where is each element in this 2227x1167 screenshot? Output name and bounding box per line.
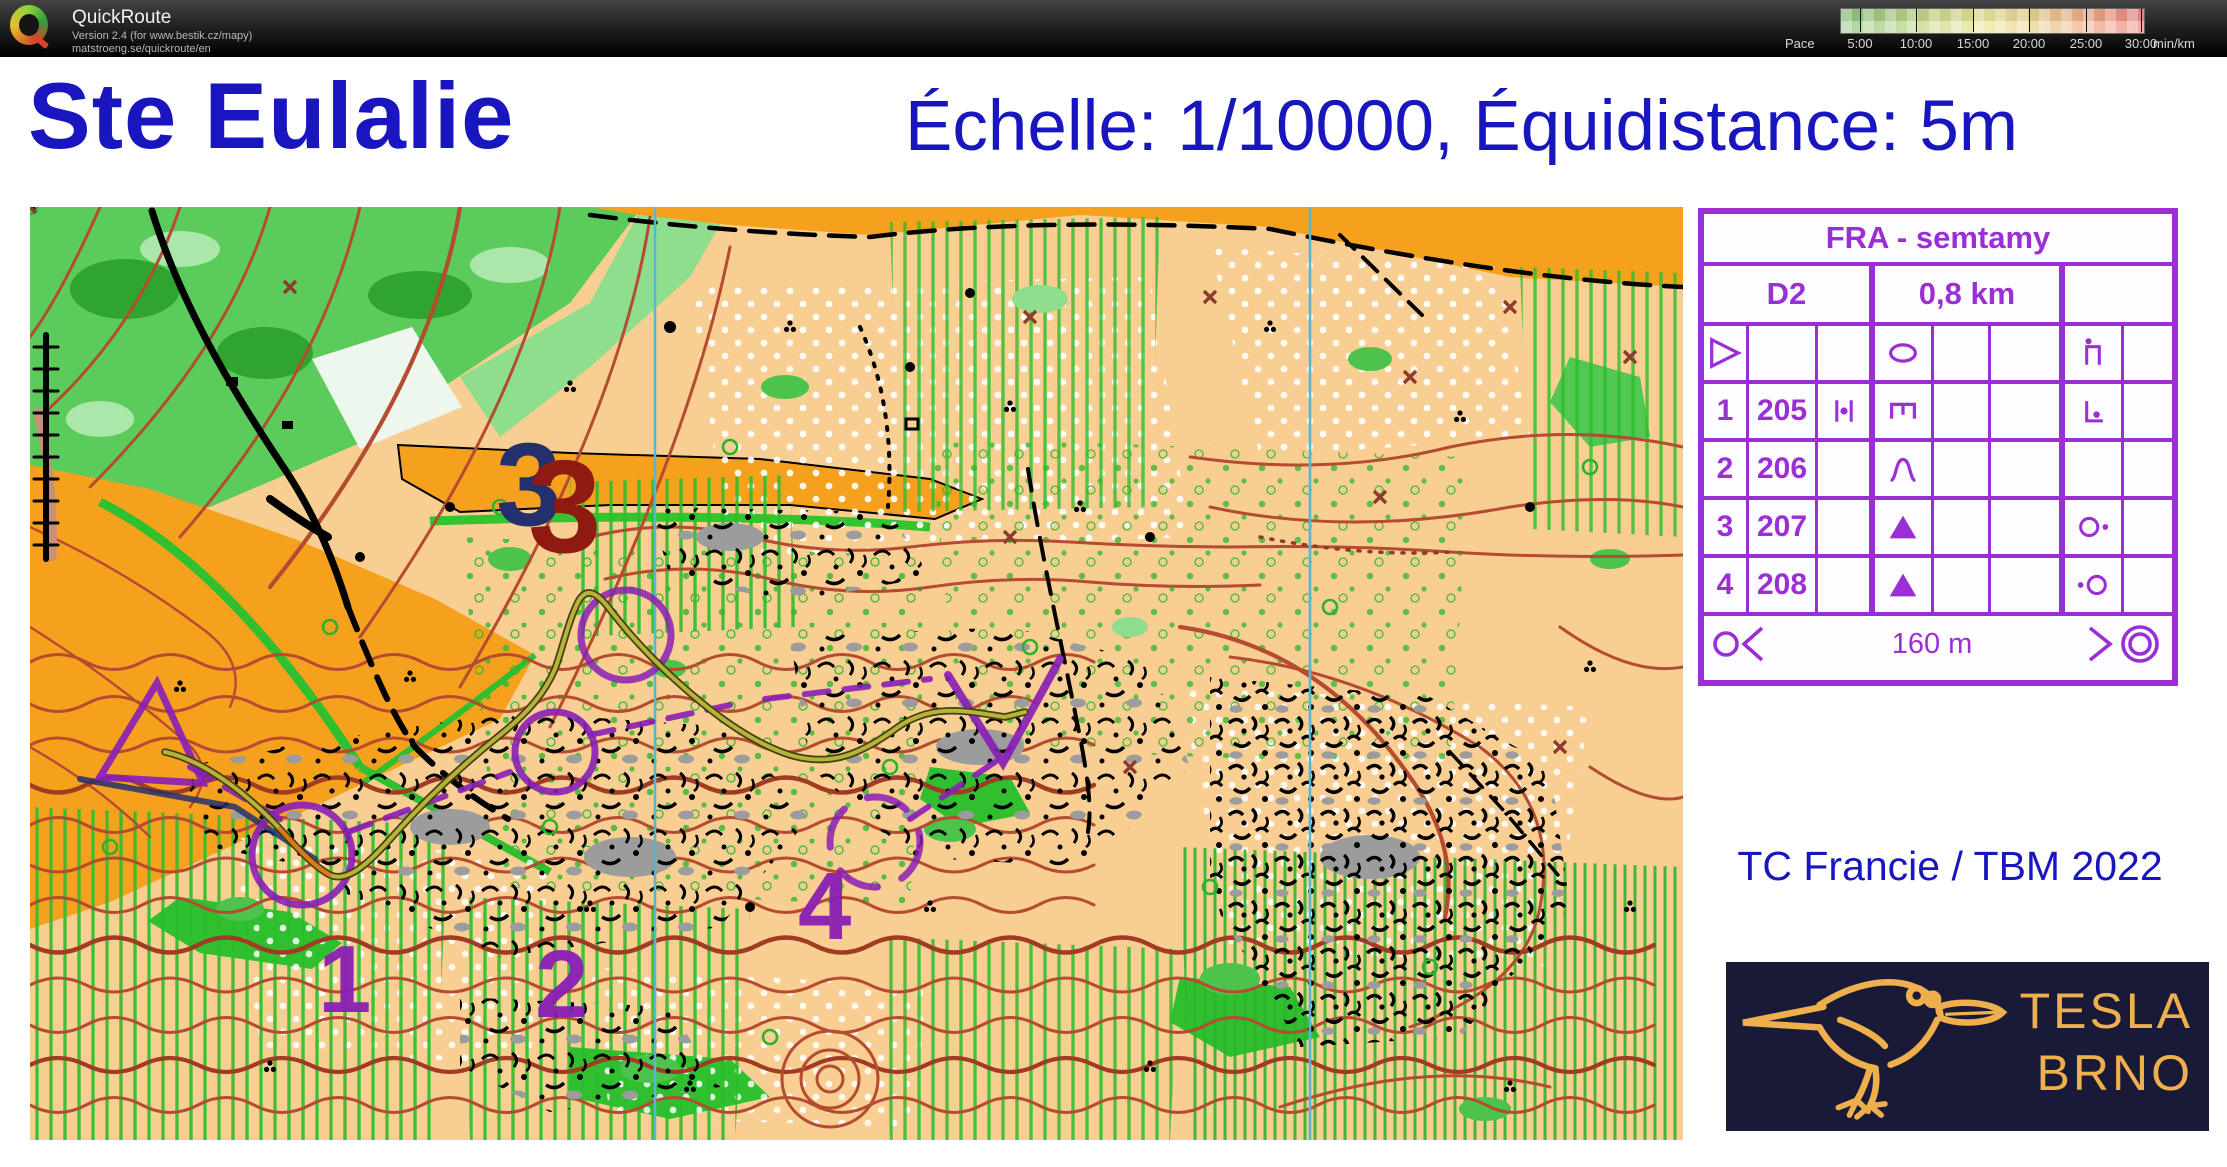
digit-navy-3: 3 [496,419,562,551]
control-row: 1 205 [1704,384,2172,442]
sponsor-logo: TESLA BRNO [1726,962,2209,1131]
pi-dot-icon [2065,326,2124,380]
gps-route [161,589,1029,881]
other-course-digits: 3 3 [496,419,601,580]
course-class-row: D2 0,8 km [1704,266,2172,326]
start-triangle-icon [1704,326,1749,380]
pace-tick-label: 20:00 [2012,36,2046,51]
control-code: 205 [1749,384,1818,438]
map-scale-subtitle: Échelle: 1/10000, Équidistance: 5m [905,87,2019,166]
earthwall-comb-icon [1875,384,1934,438]
pace-tick-label: 25:00 [2069,36,2103,51]
control-description-sheet: FRA - semtamy D2 0,8 km 1 205 [1698,208,2178,686]
course-climb [2065,266,2172,322]
control-number: 1 [1704,384,1749,438]
map-canvas[interactable]: 3 3 1 2 4 [21,198,1686,1140]
pace-tick-label: 30:00 [2124,36,2158,51]
chevron-finish-circle-icon [2082,620,2166,668]
sponsor-line1: TESLA [2019,983,2193,1039]
finish-distance: 160 m [1891,627,1973,660]
sparrow-icon [1742,979,2008,1120]
pace-tick-label: 5:00 [1847,36,1873,51]
control-number: 4 [1704,558,1749,612]
course-class: D2 [1704,266,1875,322]
control-code: 207 [1749,500,1818,554]
boulder-triangle-icon [1875,500,1934,554]
digit-red-3: 3 [528,433,601,580]
app-version-line: Version 2.4 (for www.bestik.cz/mapy) [72,30,253,42]
control-row: 2 206 [1704,442,2172,500]
pace-unit-label: min/km [2153,36,2195,51]
control-number: 2 [1704,442,1749,496]
corner-dot-icon [2065,384,2124,438]
hill-bell-icon [1875,442,1934,496]
boulder-triangle-icon [1875,558,1934,612]
control-label-4: 4 [798,853,851,960]
pace-label: Pace [1785,36,1815,51]
course-header: FRA - semtamy [1704,214,2172,266]
event-credit: TC Francie / TBM 2022 [1737,843,2163,889]
between-bars-icon [1818,384,1875,438]
orienteering-map[interactable]: 3 3 1 2 4 [21,198,1686,1140]
control-label-2: 2 [535,931,588,1038]
pace-legend: Pace 5:00 10:00 15:00 20:00 25:00 30:00 … [1785,5,2225,55]
control-number: 3 [1704,500,1749,554]
control-row: 4 208 [1704,558,2172,616]
circle-chevron-icon [1710,622,1782,666]
control-row-start [1704,326,2172,384]
pace-gradient-bar [1840,8,2145,34]
course-length: 0,8 km [1875,266,2065,322]
sponsor-line2: BRNO [2036,1045,2193,1101]
control-circle-1 [248,801,356,909]
paths-layer [32,207,1686,877]
app-site-line: matstroeng.se/quickroute/en [72,43,211,55]
control-label-1: 1 [318,926,371,1033]
pace-tick-label: 15:00 [1956,36,1990,51]
pace-tick-label: 10:00 [1899,36,1933,51]
map-title: Ste Eulalie [28,63,515,168]
control-code: 208 [1749,558,1818,612]
dot-circle-left-icon [2065,558,2124,612]
control-code: 206 [1749,442,1818,496]
circle-dot-right-icon [2065,500,2124,554]
ellipse-clearing-icon [1875,326,1934,380]
finish-row: 160 m [1704,616,2172,672]
app-title: QuickRoute [72,7,172,28]
course-overlay: 1 2 4 [77,586,1064,1038]
titlebar: QuickRoute Version 2.4 (for www.bestik.c… [0,0,2227,57]
control-row: 3 207 [1704,500,2172,558]
control-circle-2 [511,708,599,796]
quickroute-logo-icon [10,5,50,51]
